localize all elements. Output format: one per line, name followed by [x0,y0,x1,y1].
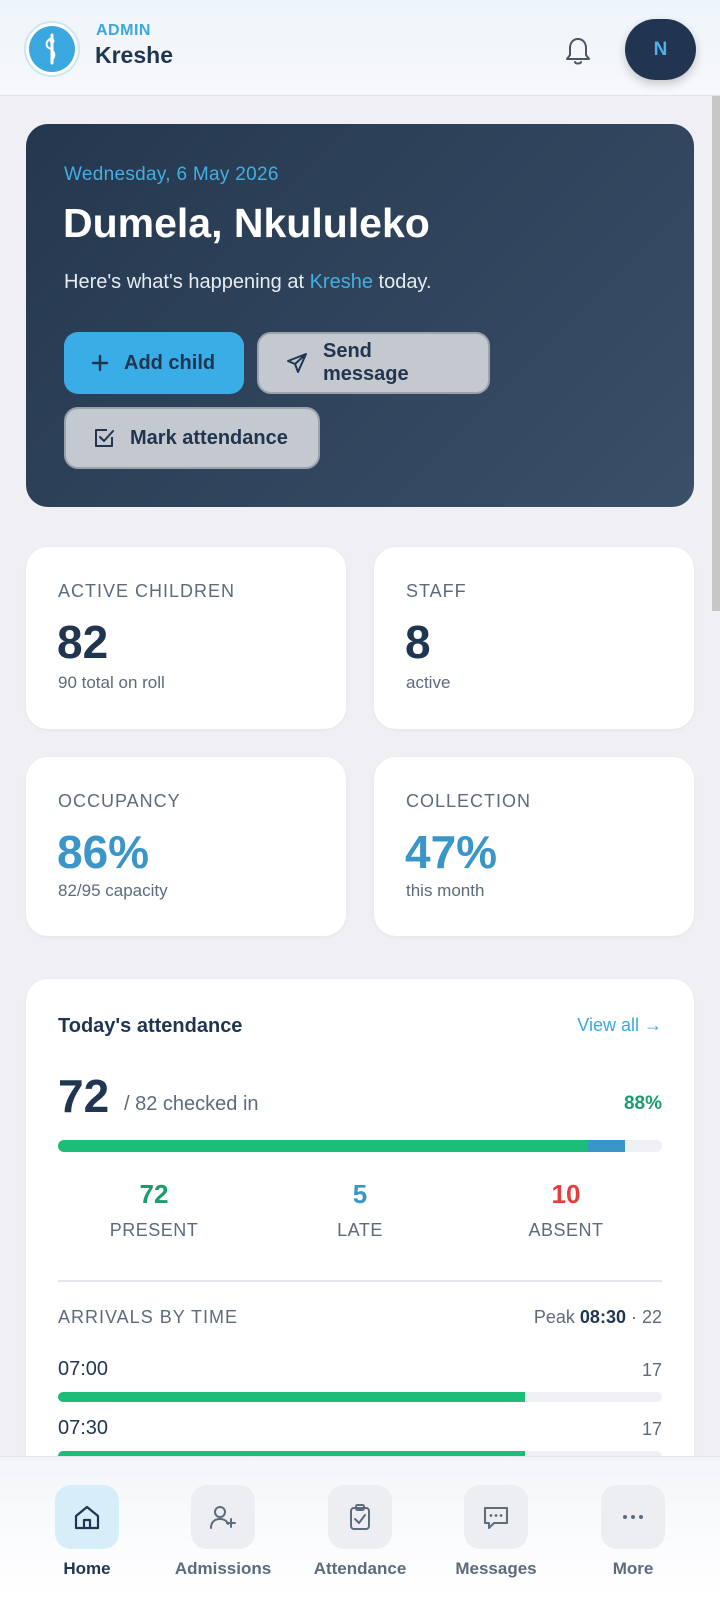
current-date: Wednesday, 6 May 2026 [64,164,279,185]
arrival-count: 17 [641,1419,662,1439]
nav-messages[interactable]: Messages [441,1485,551,1579]
present-stat: 72 PRESENT [54,1179,254,1241]
send-message-label: Send message [323,340,409,385]
arrival-bar-fill [58,1392,525,1402]
logo-icon [29,26,75,72]
add-child-label: Add child [124,351,216,374]
stat-value: 47% [405,826,498,878]
peak-separator: · [625,1307,642,1327]
stat-value: 8 [405,616,431,668]
arrivals-peak: Peak 08:30 · 22 [534,1307,662,1328]
stat-card-collection[interactable]: COLLECTION 47% this month [374,757,694,936]
stat-subtext: active [406,673,451,692]
divider [58,1280,662,1282]
late-bar-segment [588,1140,626,1152]
arrival-count: 17 [641,1360,662,1380]
absent-label: ABSENT [528,1220,604,1240]
attendance-title: Today's attendance [58,1015,243,1037]
nav-home[interactable]: Home [32,1485,142,1579]
checked-in-count: 72 [58,1070,110,1122]
nav-label: Attendance [313,1559,407,1578]
subtitle-suffix: today. [372,271,432,293]
mark-attendance-label: Mark attendance [130,426,288,449]
absent-count: 10 [551,1179,581,1209]
nav-admissions[interactable]: Admissions [168,1485,278,1579]
arrival-time: 07:30 [58,1417,109,1439]
attendance-percent: 88% [623,1093,662,1114]
user-role-label: ADMIN [96,22,151,39]
nav-label: Admissions [174,1559,272,1578]
add-child-button[interactable]: Add child [64,332,244,394]
stat-subtext: 90 total on roll [58,673,165,692]
chat-icon [464,1485,528,1549]
org-name: Kreshe [95,42,173,68]
stat-label: COLLECTION [406,791,532,811]
peak-label: Peak [533,1307,575,1327]
send-icon [287,353,307,373]
bell-icon[interactable] [564,36,592,66]
subtitle-prefix: Here's what's happening at [64,271,310,293]
clipboard-check-icon [328,1485,392,1549]
late-stat: 5 LATE [260,1179,460,1241]
stat-label: OCCUPANCY [58,791,181,811]
present-bar-segment [58,1140,589,1152]
app-logo[interactable] [24,21,80,77]
present-count: 72 [139,1179,169,1209]
scrollbar[interactable] [712,96,720,611]
present-label: PRESENT [109,1220,199,1240]
greeting: Dumela, Nkululeko [63,200,430,246]
late-count: 5 [352,1179,368,1209]
user-avatar[interactable]: N [625,19,696,80]
nav-label: More [612,1559,654,1578]
view-all-link[interactable]: View all → [577,1015,662,1035]
stat-subtext: this month [406,881,485,900]
stat-subtext: 82/95 capacity [58,881,168,900]
checkbox-icon [95,429,114,447]
stat-card-occupancy[interactable]: OCCUPANCY 86% 82/95 capacity [26,757,346,936]
checked-in-total: / 82 checked in [124,1093,259,1115]
absent-stat: 10 ABSENT [466,1179,666,1241]
stat-value: 86% [57,826,150,878]
nav-attendance[interactable]: Attendance [305,1485,415,1579]
nav-label: Home [63,1559,111,1578]
send-message-button[interactable]: Send message [257,332,490,394]
bottom-navigation: Home Admissions Attendance [0,1456,720,1599]
peak-count: 22 [641,1307,662,1327]
mark-attendance-button[interactable]: Mark attendance [64,407,320,469]
welcome-subtitle: Here's what's happening at Kreshe today. [64,271,432,294]
add-user-icon [191,1485,255,1549]
subtitle-org-name: Kreshe [309,271,373,293]
late-label: LATE [337,1220,383,1240]
stat-label: ACTIVE CHILDREN [58,581,236,601]
arrival-time: 07:00 [58,1358,109,1380]
arrivals-title: ARRIVALS BY TIME [58,1307,239,1327]
peak-time: 08:30 [579,1307,626,1327]
stat-label: STAFF [406,581,467,601]
home-icon [55,1485,119,1549]
plus-icon [91,354,109,372]
stat-value: 82 [57,616,109,668]
arrival-bar [58,1392,662,1402]
more-icon [601,1485,665,1549]
stat-card-active-children[interactable]: ACTIVE CHILDREN 82 90 total on roll [26,547,346,729]
nav-label: Messages [455,1559,537,1578]
app-header: ADMIN Kreshe N [0,0,720,96]
attendance-progress-bar [58,1140,662,1152]
nav-more[interactable]: More [578,1485,688,1579]
welcome-banner: Wednesday, 6 May 2026 Dumela, Nkululeko … [26,124,694,507]
stat-card-staff[interactable]: STAFF 8 active [374,547,694,729]
